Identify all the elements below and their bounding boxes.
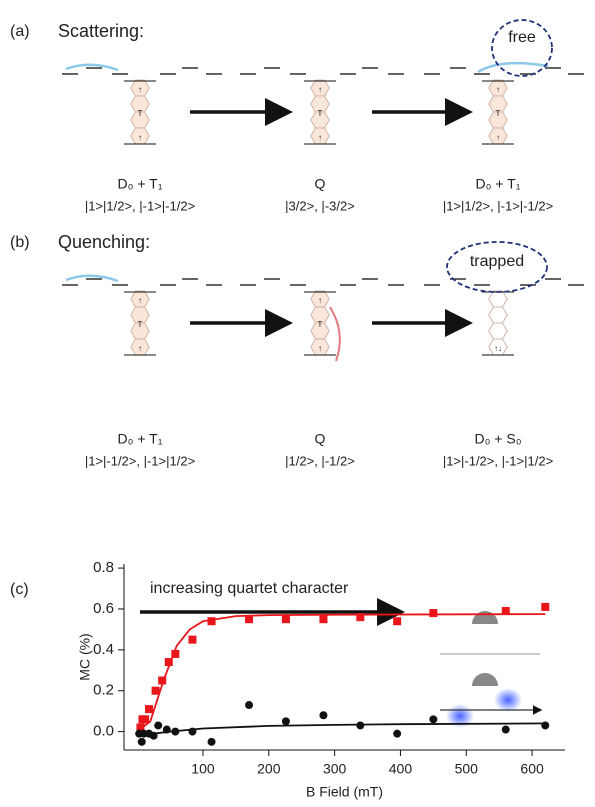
molecule-label: ↑	[138, 344, 142, 353]
state-term: D₀ + T₁	[118, 431, 163, 447]
fit-line	[136, 613, 546, 733]
annotation: increasing quartet character	[150, 580, 349, 597]
data-point	[281, 615, 290, 624]
state-ket: |3/2>, |-3/2>	[285, 198, 355, 213]
panel-label: (c)	[10, 581, 29, 598]
data-point	[429, 609, 438, 618]
hop-arrow	[65, 63, 119, 72]
y-axis-label: MC (%)	[77, 633, 93, 680]
state-term: Q	[315, 176, 326, 192]
molecule-label: ↑	[318, 344, 322, 353]
x-tick-label: 100	[191, 761, 215, 777]
panel-title: Quenching:	[58, 232, 150, 252]
molecule-label: ↑	[496, 85, 500, 94]
fit-line	[137, 722, 546, 737]
data-point	[137, 737, 146, 746]
panel-label: (a)	[10, 23, 30, 40]
molecule-label: T	[138, 109, 143, 118]
data-point	[501, 725, 510, 734]
state-ket: |1>|-1/2>, |-1>|1/2>	[443, 453, 553, 468]
data-point	[319, 711, 328, 720]
data-point	[245, 615, 254, 624]
data-point	[162, 725, 171, 734]
data-point	[171, 649, 180, 658]
data-point	[429, 715, 438, 724]
x-tick-label: 300	[323, 761, 347, 777]
ring	[488, 322, 508, 340]
decay-arrow	[329, 306, 341, 362]
data-point	[171, 727, 180, 736]
data-point	[281, 717, 290, 726]
molecule-label: ↑	[318, 296, 322, 305]
y-tick-label: 0.8	[93, 559, 114, 576]
hop-arrow	[477, 61, 549, 74]
data-point	[149, 731, 158, 740]
state-term: Q	[315, 431, 326, 447]
data-point	[151, 686, 160, 695]
molecule-label: T	[318, 320, 323, 329]
inset-glow	[494, 688, 522, 712]
data-point	[188, 727, 197, 736]
inset-shutter	[472, 611, 498, 624]
data-point	[501, 607, 510, 616]
molecule-label: ↑	[496, 133, 500, 142]
molecule-label: ↑	[138, 133, 142, 142]
data-point	[541, 602, 550, 611]
state-ket: |1/2>, |-1/2>	[285, 453, 355, 468]
hop-arrow	[65, 274, 119, 283]
data-point	[141, 715, 150, 724]
data-point	[207, 617, 216, 626]
x-tick-label: 500	[455, 761, 479, 777]
ring	[488, 290, 508, 308]
x-tick-label: 200	[257, 761, 281, 777]
molecule-label: T	[496, 109, 501, 118]
state-term: D₀ + S₀	[474, 431, 521, 447]
y-tick-label: 0.6	[93, 600, 114, 617]
molecule-label: T	[318, 109, 323, 118]
data-point	[393, 729, 402, 738]
highlight	[491, 19, 553, 77]
data-point	[164, 658, 173, 667]
data-point	[319, 615, 328, 624]
data-point	[154, 721, 163, 730]
molecule-label: ↑	[318, 85, 322, 94]
panel-label: (b)	[10, 234, 30, 251]
x-axis-label: B Field (mT)	[306, 784, 383, 800]
data-point	[145, 705, 154, 714]
state-ket: |1>|1/2>, |-1>|-1/2>	[85, 198, 195, 213]
state-ket: |1>|-1/2>, |-1>|1/2>	[85, 453, 195, 468]
y-tick-label: 0.0	[93, 723, 114, 740]
data-point	[356, 613, 365, 622]
state-ket: |1>|1/2>, |-1>|-1/2>	[443, 198, 553, 213]
molecule-label: ↑↓	[494, 344, 502, 353]
data-point	[393, 617, 402, 626]
molecule-label: ↑	[138, 296, 142, 305]
inset-shutter	[472, 673, 498, 686]
x-tick-label: 600	[520, 761, 544, 777]
annotation: free	[508, 29, 536, 46]
data-point	[136, 723, 145, 732]
molecule-label: ↑	[318, 133, 322, 142]
ring	[488, 306, 508, 324]
state-term: D₀ + T₁	[118, 176, 163, 192]
highlight	[446, 241, 548, 293]
data-point	[158, 676, 167, 685]
annotation: trapped	[470, 253, 524, 270]
data-point	[207, 737, 216, 746]
data-point	[245, 701, 254, 710]
panel-title: Scattering:	[58, 21, 144, 41]
state-term: D₀ + T₁	[476, 176, 521, 192]
y-tick-label: 0.2	[93, 682, 114, 699]
data-point	[188, 635, 197, 644]
molecule-label: T	[138, 320, 143, 329]
data-point	[541, 721, 550, 730]
data-point	[356, 721, 365, 730]
x-tick-label: 400	[389, 761, 413, 777]
y-tick-label: 0.4	[93, 641, 114, 658]
molecule-label: ↑	[138, 85, 142, 94]
